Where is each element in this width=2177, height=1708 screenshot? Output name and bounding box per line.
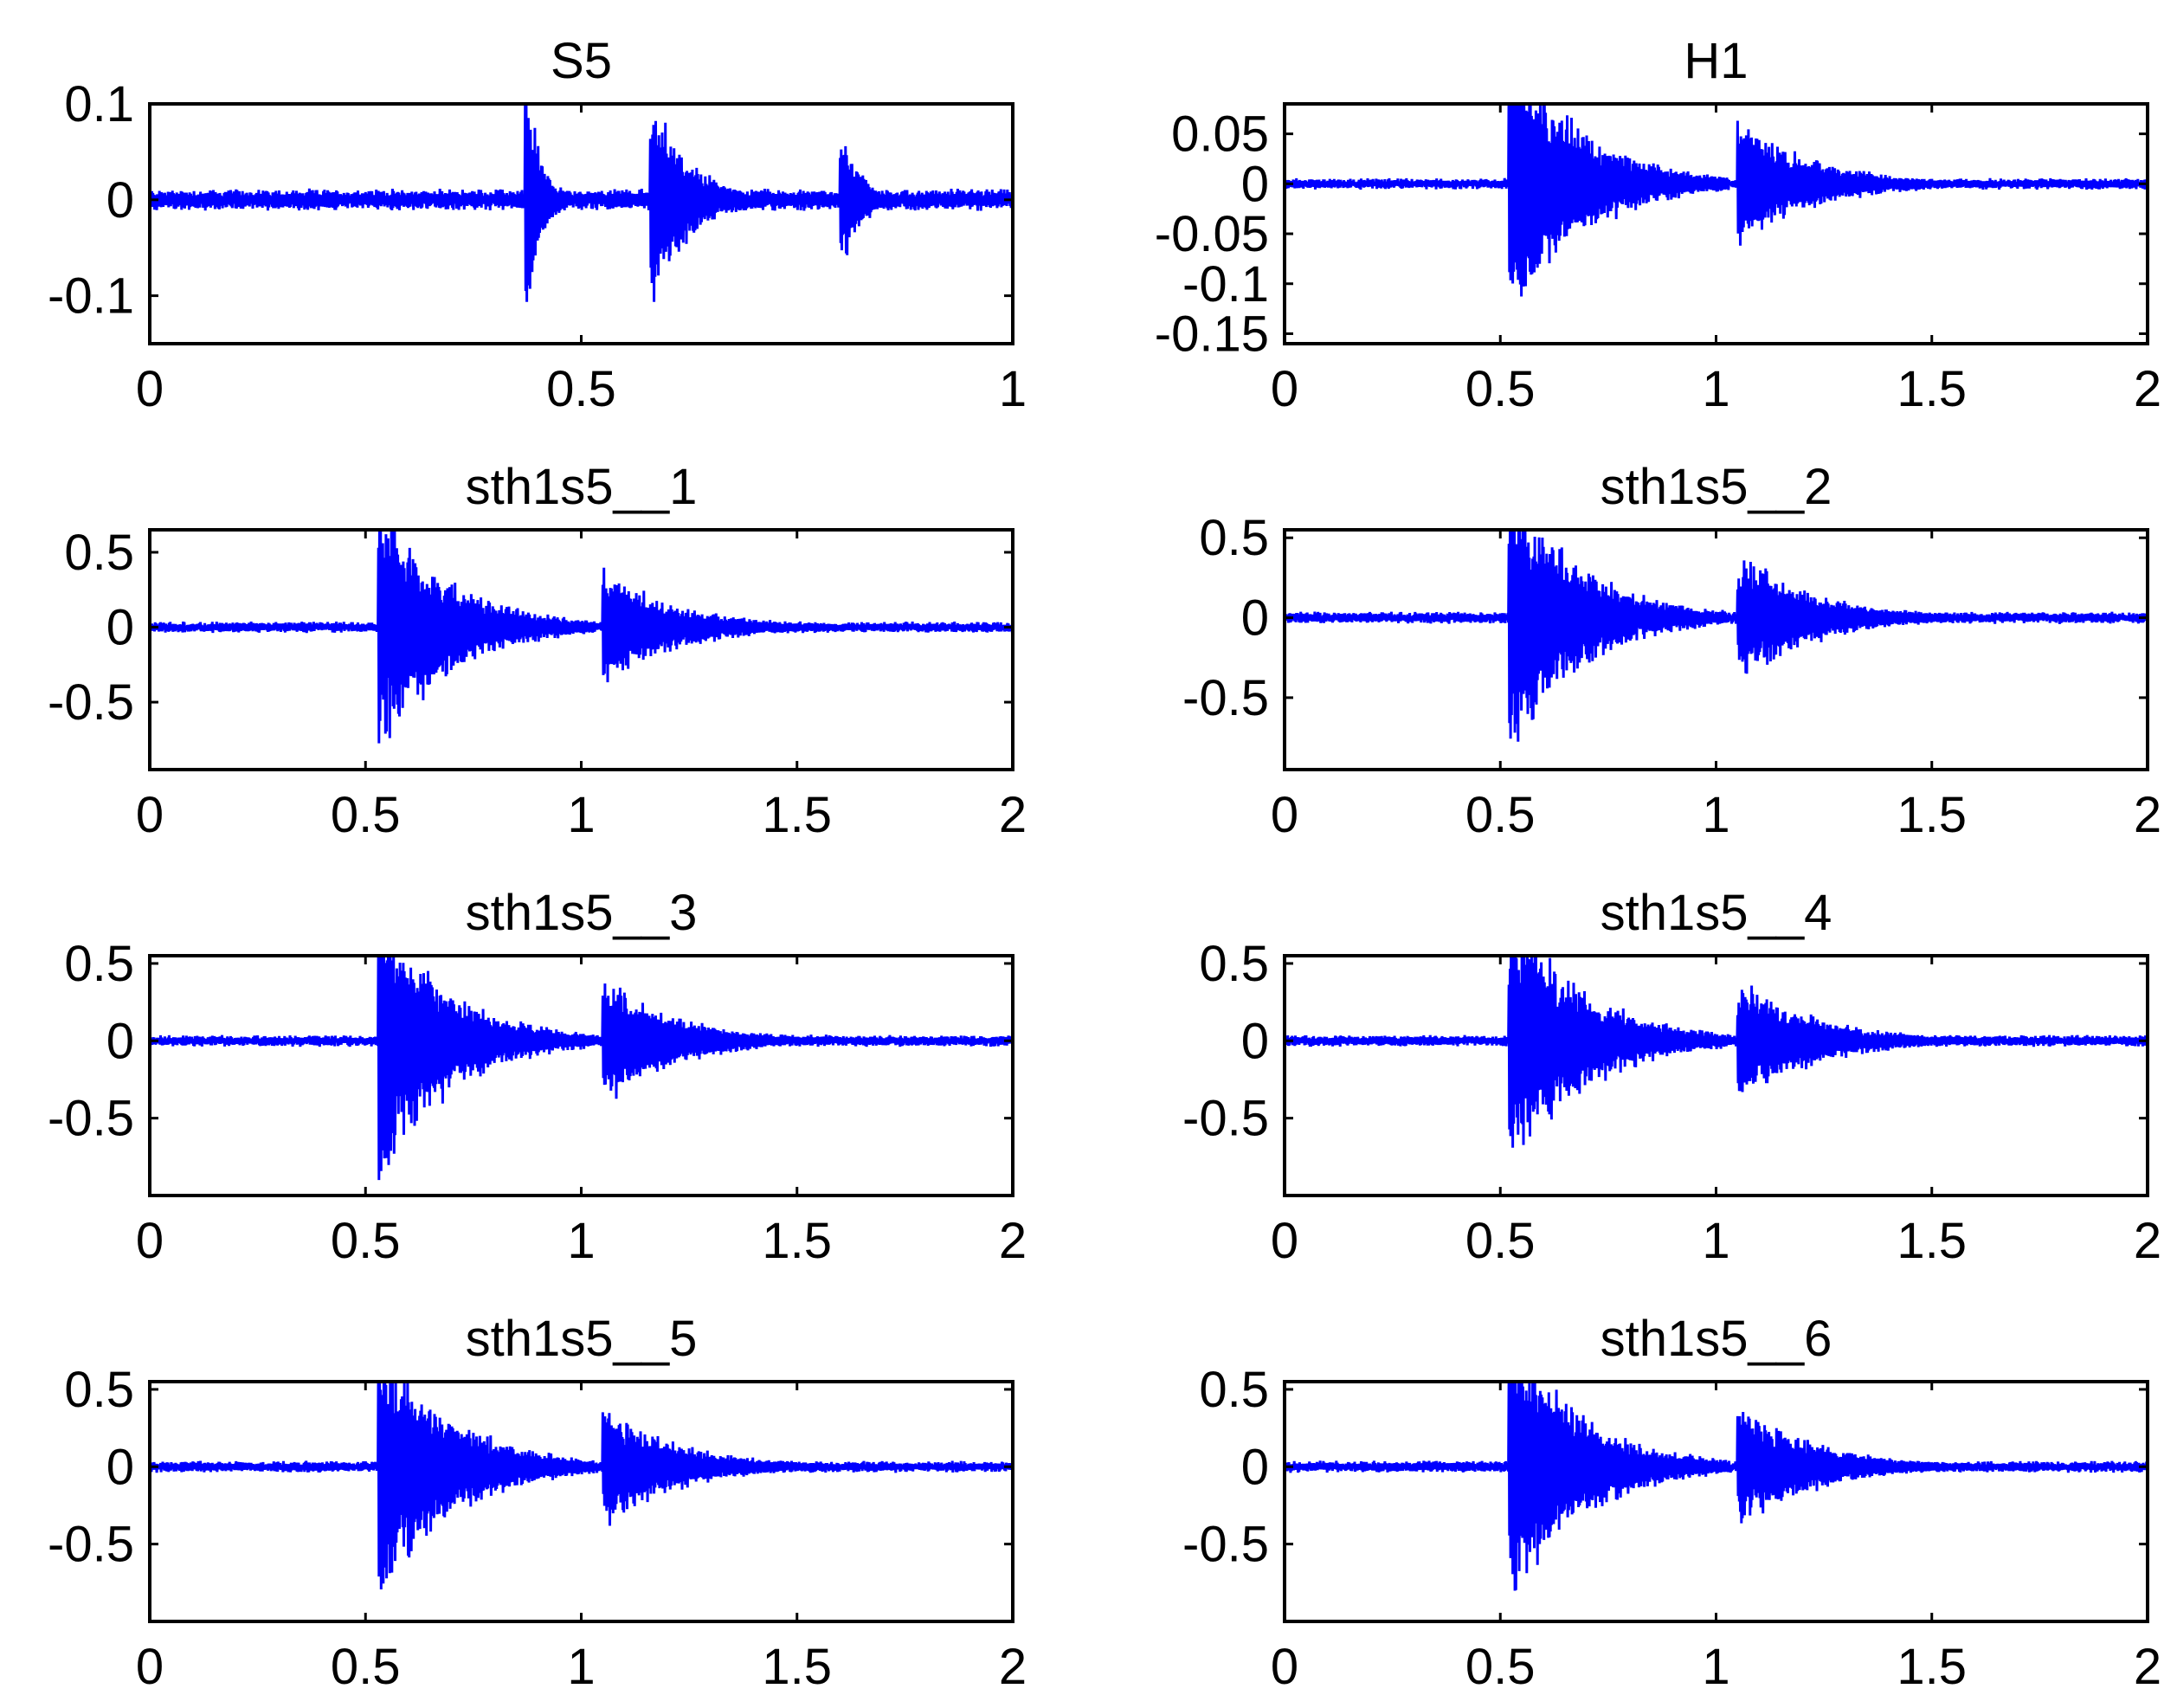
x-tick-label: 0.5 <box>331 1639 401 1695</box>
x-tick-label: 2 <box>999 1213 1027 1269</box>
x-tick-label: 0 <box>1271 1213 1298 1269</box>
x-tick-label: 0.5 <box>331 1213 401 1269</box>
subplot-title: sth1s5__1 <box>466 459 698 515</box>
x-tick-label: 0 <box>136 1639 164 1695</box>
x-tick-label: 1 <box>999 361 1027 417</box>
y-tick-label: -0.1 <box>48 268 134 325</box>
x-tick-label: 1.5 <box>1897 787 1967 843</box>
waveform-line <box>1285 1382 2148 1591</box>
x-tick-label: 1 <box>567 787 595 843</box>
y-tick-label: 0 <box>1241 1439 1269 1495</box>
y-tick-label: 0 <box>106 1013 134 1069</box>
x-tick-label: 0.5 <box>1465 1213 1536 1269</box>
subplot-2: H10 0.5 1 1.5 20.050-0.05-0.1-0.15 <box>1155 33 2161 417</box>
subplot-title: sth1s5__3 <box>466 885 698 941</box>
waveform-line <box>150 956 1013 1181</box>
x-tick-label: 1.5 <box>762 787 832 843</box>
y-tick-label: -0.5 <box>1182 1091 1269 1147</box>
x-tick-label: 0 <box>1271 787 1298 843</box>
x-tick-label: 0.5 <box>1465 1639 1536 1695</box>
y-tick-label: -0.15 <box>1155 306 1269 362</box>
y-tick-label: -0.05 <box>1155 206 1269 262</box>
subplot-title: H1 <box>1684 33 1748 89</box>
x-tick-label: 1.5 <box>1897 1639 1967 1695</box>
x-tick-label: 0.5 <box>331 787 401 843</box>
subplot-title: sth1s5__2 <box>1601 459 1832 515</box>
y-tick-label: 0 <box>106 600 134 656</box>
y-tick-label: -0.5 <box>48 1091 134 1147</box>
waveform-line <box>1285 530 2148 742</box>
subplot-5: sth1s5__3 0 0.5 1 1.5 2 0.5 0 -0.5 <box>48 885 1027 1269</box>
x-tick-label: 2 <box>2134 1639 2161 1695</box>
x-tick-label: 1 <box>567 1639 595 1695</box>
y-tick-label: 0.05 <box>1171 106 1269 163</box>
x-tick-label: 1.5 <box>762 1213 832 1269</box>
waveform-line <box>150 1382 1013 1590</box>
subplot-title: sth1s5__4 <box>1601 885 1832 941</box>
y-tick-label: -0.1 <box>1182 256 1269 313</box>
x-tick-label: 0.5 <box>1465 361 1536 417</box>
waveform-line <box>1285 104 2148 297</box>
y-tick-label: 0.1 <box>64 76 134 132</box>
y-tick-label: 0.5 <box>1199 936 1269 992</box>
x-tick-label: 2 <box>2134 361 2161 417</box>
x-tick-label: 0 <box>136 787 164 843</box>
x-tick-label: 1 <box>567 1213 595 1269</box>
subplot-4: sth1s5__2 0 0.5 1 1.5 2 0.5 0 -0.5 <box>1182 459 2161 843</box>
y-tick-label: -0.5 <box>1182 670 1269 726</box>
x-tick-label: 2 <box>2134 787 2161 843</box>
subplot-8: sth1s5__6 0 0.5 1 1.5 2 0.5 0 -0.5 <box>1182 1311 2161 1695</box>
y-tick-label: 0 <box>106 172 134 229</box>
x-tick-label: 1.5 <box>1897 1213 1967 1269</box>
x-tick-label: 1 <box>1702 1639 1729 1695</box>
x-tick-label: 2 <box>999 1639 1027 1695</box>
subplot-title: sth1s5__5 <box>466 1311 698 1367</box>
subplot-6: sth1s5__4 0 0.5 1 1.5 2 0.5 0 -0.5 <box>1182 885 2161 1269</box>
x-tick-label: 2 <box>999 787 1027 843</box>
y-tick-label: 0 <box>1241 590 1269 647</box>
y-tick-label: 0 <box>106 1439 134 1495</box>
y-tick-label: -0.5 <box>48 674 134 731</box>
x-tick-label: 1.5 <box>762 1639 832 1695</box>
y-tick-label: 0 <box>1241 1013 1269 1069</box>
x-tick-label: 0.5 <box>1465 787 1536 843</box>
x-tick-label: 0.5 <box>546 361 616 417</box>
x-tick-label: 0 <box>136 361 164 417</box>
subplot-title: sth1s5__6 <box>1601 1311 1832 1367</box>
y-tick-label: 0.5 <box>64 525 134 581</box>
subplot-7: sth1s5__5 0 0.5 1 1.5 2 0.5 0 -0.5 <box>48 1311 1027 1695</box>
y-tick-label: 0.5 <box>64 936 134 992</box>
waveform-line <box>150 530 1013 744</box>
waveform-line <box>150 104 1013 302</box>
x-tick-label: 1.5 <box>1897 361 1967 417</box>
subplot-3: sth1s5__10 0.5 1 1.5 20.50-0.5 <box>48 459 1027 843</box>
y-tick-label: -0.5 <box>48 1517 134 1573</box>
y-tick-label: 0.5 <box>64 1362 134 1418</box>
subplot-1: S50 0.5 10.10-0.1 <box>48 33 1027 417</box>
y-tick-label: 0.5 <box>1199 1362 1269 1418</box>
x-tick-label: 0 <box>1271 1639 1298 1695</box>
y-tick-label: 0.5 <box>1199 510 1269 566</box>
x-tick-label: 1 <box>1702 787 1729 843</box>
x-tick-label: 2 <box>2134 1213 2161 1269</box>
waveform-line <box>1285 956 2148 1148</box>
x-tick-label: 1 <box>1702 1213 1729 1269</box>
y-tick-label: -0.5 <box>1182 1517 1269 1573</box>
subplot-title: S5 <box>551 33 612 89</box>
y-tick-label: 0 <box>1241 156 1269 212</box>
x-tick-label: 0 <box>136 1213 164 1269</box>
x-tick-label: 1 <box>1702 361 1729 417</box>
x-tick-label: 0 <box>1271 361 1298 417</box>
